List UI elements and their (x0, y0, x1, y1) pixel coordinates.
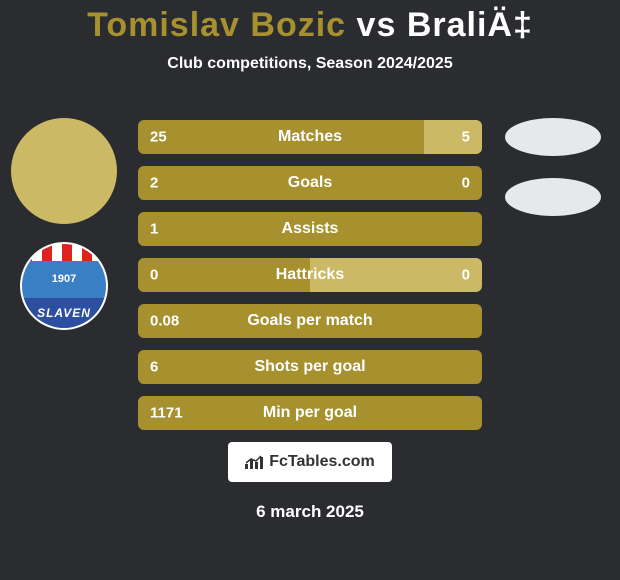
player1-club-crest: 1907 SLAVEN (20, 242, 108, 330)
left-avatars-column: 1907 SLAVEN (8, 118, 120, 330)
player2-name: BraliÄ‡ (407, 6, 533, 44)
stat-bar-value-player1: 25 (150, 129, 167, 146)
player2-club-placeholder (505, 178, 601, 216)
stat-bar-row: Shots per goal6 (138, 350, 482, 384)
player1-avatar (11, 118, 117, 224)
stat-bar-row: Hattricks0 0 (138, 258, 482, 292)
crest-year: 1907 (22, 261, 106, 298)
stat-bar-row: Goals per match0.08 (138, 304, 482, 338)
stat-bar-value-player1: 2 (150, 175, 158, 192)
right-placeholders-column (500, 118, 606, 216)
player2-avatar-placeholder (505, 118, 601, 156)
stat-bar-label: Goals (138, 166, 482, 200)
stat-bar-value-player2: 5 (462, 129, 470, 146)
stat-bar-value-player1: 0.08 (150, 313, 179, 330)
stat-bar-label: Shots per goal (138, 350, 482, 384)
footer-date: 6 march 2025 (0, 502, 620, 522)
site-label: FcTables.com (269, 453, 375, 471)
stat-bar-value-player1: 1171 (150, 405, 183, 422)
stat-bars: Matches255Goals20Assists1Hattricks00Goal… (138, 120, 482, 430)
stat-bar-label: Assists (138, 212, 482, 246)
stat-bar-value-player2: 0 (462, 175, 470, 192)
site-badge[interactable]: FcTables.com (228, 442, 392, 482)
stat-bar-value-player2: 0 (462, 267, 470, 284)
stat-bar-value-player1: 1 (150, 221, 158, 238)
subtitle: Club competitions, Season 2024/2025 (0, 55, 620, 73)
crest-club-name: SLAVEN (22, 298, 106, 328)
stat-bar-label: Matches (138, 120, 482, 154)
chart-icon (245, 455, 263, 469)
player1-name: Tomislav Bozic (87, 6, 346, 44)
stat-bar-label: Hattricks (138, 258, 482, 292)
stat-bar-row: Min per goal1171 (138, 396, 482, 430)
title-vs: vs (357, 6, 397, 44)
stat-bar-label: Min per goal (138, 396, 482, 430)
comparison-title: Tomislav Bozic vs BraliÄ‡ (0, 0, 620, 45)
stat-bar-value-player1: 0 (150, 267, 158, 284)
stat-bar-value-player1: 6 (150, 359, 158, 376)
stat-bar-row: Assists1 (138, 212, 482, 246)
stat-bar-label: Goals per match (138, 304, 482, 338)
stat-bar-row: Matches25 5 (138, 120, 482, 154)
stat-bar-row: Goals2 0 (138, 166, 482, 200)
crest-stripe (22, 244, 106, 261)
